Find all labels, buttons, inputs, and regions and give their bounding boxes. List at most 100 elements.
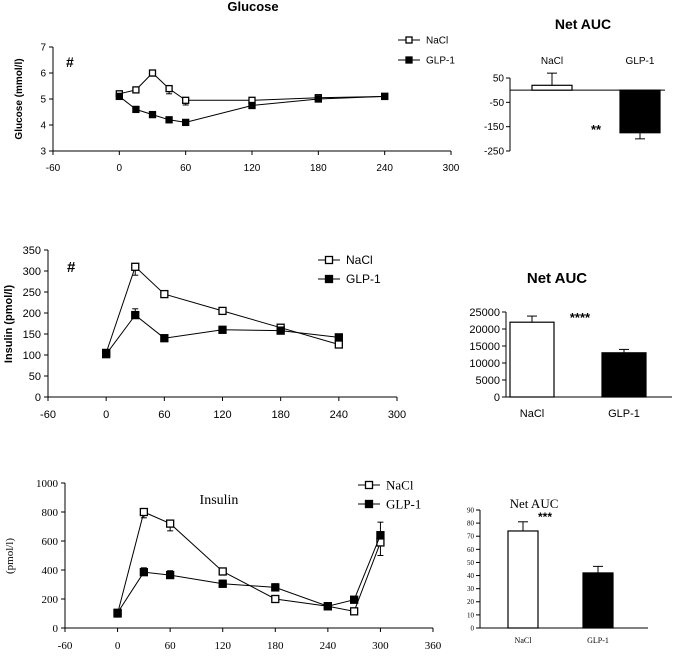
series-glp-1 <box>102 308 343 359</box>
series-glp-1 <box>115 92 389 127</box>
y-tick-label: 30 <box>467 585 475 593</box>
data-point <box>218 325 227 334</box>
data-point <box>218 306 227 316</box>
line-chart-4: 0 200 400 600 800 1000 -60 0 60 120 180 240 300 360 In… <box>4 478 442 652</box>
x-tick-label: 0 <box>103 409 109 421</box>
y-tick-label: 0 <box>53 623 59 635</box>
bar-glp-1 <box>601 352 647 398</box>
legend-marker <box>364 480 374 490</box>
y-tick-label: 80 <box>467 520 475 528</box>
legend-label: GLP-1 <box>346 272 381 286</box>
legend: NaCl GLP-1 <box>398 36 455 67</box>
y-tick-label: 10 <box>467 611 475 619</box>
y-tick-label: 400 <box>42 565 59 577</box>
x-tick-label: 180 <box>310 163 327 174</box>
data-point <box>113 608 122 617</box>
y-tick-label: 5 <box>40 95 46 106</box>
y-axis-label: Glucose (mmol/l) <box>14 58 25 139</box>
series-nacl <box>102 262 343 358</box>
data-point <box>102 350 111 359</box>
bar-glp-1 <box>619 89 661 134</box>
x-tick-label: 120 <box>244 163 261 174</box>
y-tick-label: 70 <box>467 533 475 541</box>
data-point <box>271 594 280 604</box>
y-tick-label: 50 <box>493 74 505 85</box>
category-label: GLP-1 <box>626 56 655 67</box>
chart-title: Net AUC <box>555 16 611 32</box>
y-tick-label: 800 <box>42 507 59 519</box>
line-chart-2: 0 50 100 150 200 250 300 350 -60 0 60 120 180 240 300 I… <box>3 245 406 421</box>
y-tick-label: 7 <box>40 43 46 54</box>
legend-marker <box>324 274 334 284</box>
x-tick-label: 240 <box>320 640 337 652</box>
x-tick-label: 240 <box>330 409 348 421</box>
legend-marker <box>324 255 334 265</box>
y-tick-label: 100 <box>23 350 41 362</box>
legend-label: NaCl <box>346 253 373 267</box>
legend: NaCl GLP-1 <box>318 253 381 286</box>
y-tick-label: 5000 <box>476 375 500 387</box>
data-point <box>148 69 157 77</box>
y-tick-label: 1000 <box>36 478 59 490</box>
data-point <box>182 96 190 104</box>
bar-chart-1: 50 -50 -150 -250 Net AUC NaCl GLP-1 ** <box>484 16 665 158</box>
x-tick-label: 0 <box>115 640 121 652</box>
y-tick-label: 300 <box>23 266 41 278</box>
legend-label: GLP-1 <box>386 497 421 512</box>
significance-label: ** <box>591 122 602 137</box>
x-tick-label: -60 <box>40 409 56 421</box>
y-tick-label: 350 <box>23 245 41 257</box>
data-point <box>271 583 280 592</box>
y-axis-label: (pmol/l) <box>4 538 16 574</box>
legend-marker <box>405 56 413 64</box>
legend-label: GLP-1 <box>426 56 455 67</box>
data-point <box>376 531 385 540</box>
x-tick-label: 360 <box>425 640 442 652</box>
data-point <box>160 334 169 343</box>
bar-nacl <box>509 321 555 398</box>
x-tick-label: 0 <box>117 163 123 174</box>
y-axis-label: Insulin (pmol/l) <box>3 285 15 364</box>
series-nacl <box>113 507 385 618</box>
line-chart-0: 3 4 5 6 7 -60 0 60 120 180 240 300 Glucose Glucose (m… <box>14 0 460 174</box>
x-tick-label: 60 <box>158 409 170 421</box>
data-point <box>165 519 175 528</box>
series-line <box>105 265 339 354</box>
significance-marker: # <box>66 54 74 70</box>
x-tick-label: -60 <box>46 163 61 174</box>
data-point <box>218 579 227 588</box>
data-point <box>276 326 285 335</box>
y-tick-label: 40 <box>467 572 475 580</box>
bar-chart-5: 0 10 20 30 40 50 60 70 80 90 Net AUC NaCl GLP-1 *** <box>467 496 648 645</box>
data-point <box>131 262 140 271</box>
data-point <box>148 110 157 119</box>
chart-title: Net AUC <box>527 270 587 287</box>
y-tick-label: 600 <box>42 536 59 548</box>
series-line <box>119 72 385 101</box>
y-tick-label: 0 <box>35 392 41 404</box>
bar-nacl <box>531 84 573 91</box>
data-point <box>165 116 173 124</box>
x-tick-label: 300 <box>372 640 389 652</box>
data-point <box>334 333 343 342</box>
y-tick-label: 25000 <box>469 307 500 319</box>
y-tick-label: 6 <box>40 69 46 80</box>
y-tick-label: 200 <box>23 308 41 320</box>
bar-nacl <box>507 530 539 629</box>
y-tick-label: 3 <box>40 147 46 158</box>
x-tick-label: 120 <box>214 640 231 652</box>
data-point <box>132 86 140 94</box>
y-tick-label: 50 <box>467 559 475 567</box>
data-point <box>248 101 256 110</box>
chart-title: Glucose <box>227 0 278 14</box>
y-tick-label: 150 <box>23 329 41 341</box>
significance-label: *** <box>538 510 552 524</box>
x-tick-label: 300 <box>443 163 460 174</box>
legend-label: NaCl <box>426 36 448 47</box>
x-tick-label: 180 <box>267 640 284 652</box>
data-point <box>132 105 140 114</box>
data-point <box>349 607 359 616</box>
y-tick-label: 4 <box>40 121 46 132</box>
category-label: NaCl <box>541 56 563 67</box>
